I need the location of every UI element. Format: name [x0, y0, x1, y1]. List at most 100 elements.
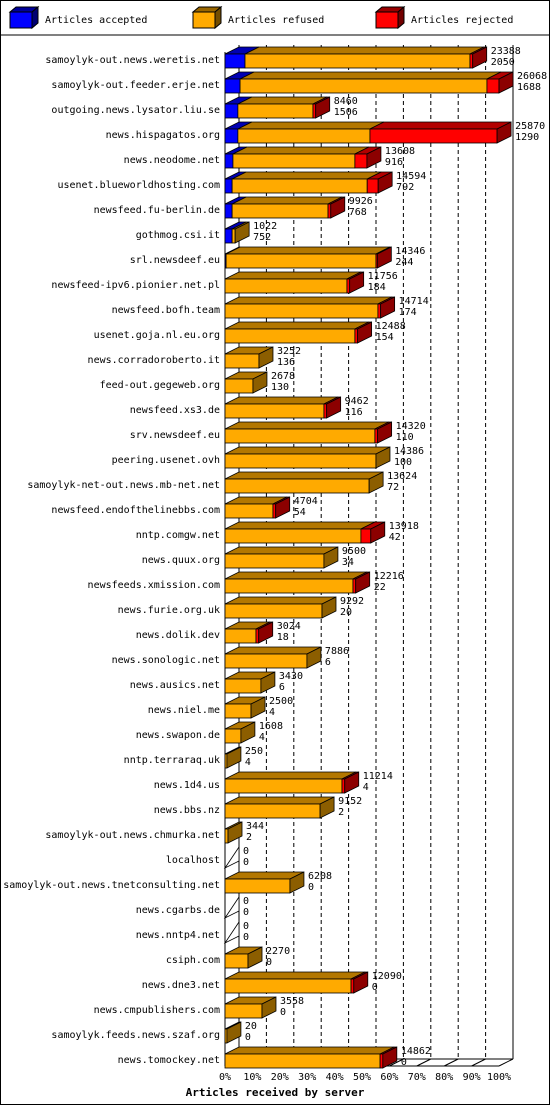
legend-swatch	[9, 11, 33, 29]
value-label: 4	[363, 782, 369, 793]
bar	[323, 403, 328, 419]
value-label: 100	[394, 457, 412, 468]
category-label: news.furie.org.uk	[118, 605, 220, 616]
bar-side	[472, 46, 488, 69]
tick-mark	[498, 1058, 514, 1067]
category-label: usenet.blueworldhosting.com	[57, 180, 220, 191]
value-label: 9926	[349, 196, 373, 207]
category-label: news.cmpublishers.com	[94, 1005, 220, 1016]
category-label: news.swapon.de	[136, 730, 220, 741]
bar	[224, 553, 325, 569]
bar-side	[366, 146, 382, 169]
bar-side	[355, 571, 371, 594]
bar-top	[244, 46, 485, 55]
value-label: 14714	[399, 296, 429, 307]
bar	[350, 978, 355, 994]
value-label: 12090	[372, 971, 402, 982]
category-label: news.hispagatos.org	[106, 130, 220, 141]
bar-side	[258, 346, 274, 369]
bar	[224, 678, 262, 694]
bar-top	[224, 396, 339, 405]
bar-side	[227, 821, 243, 844]
value-label: 752	[253, 232, 271, 243]
value-label: 2050	[491, 57, 515, 68]
category-label: feed-out.gegeweb.org	[100, 380, 220, 391]
category-label: newsfeed.fu-berlin.de	[94, 205, 220, 216]
x-tick-label: 100%	[487, 1072, 511, 1083]
bar	[255, 628, 260, 644]
value-label: 1022	[253, 221, 277, 232]
bar	[360, 528, 372, 544]
bar-top	[224, 521, 376, 530]
category-label: news.cgarbs.de	[136, 905, 220, 916]
value-label: 14346	[395, 246, 425, 257]
bar-top	[224, 546, 339, 555]
bar-side	[349, 271, 365, 294]
bar	[224, 228, 233, 244]
bar-side	[376, 246, 392, 269]
bar	[224, 578, 354, 594]
category-label: newsfeed.endofthelinebbs.com	[51, 505, 220, 516]
bar-side	[370, 521, 386, 544]
bar	[224, 103, 239, 119]
value-label: 42	[389, 532, 401, 543]
category-label: csiph.com	[166, 955, 220, 966]
category-label: newsfeed.bofh.team	[112, 305, 220, 316]
category-label: news.sonologic.net	[112, 655, 220, 666]
bar-side	[326, 396, 342, 419]
bar-side	[250, 696, 266, 719]
value-label: 9462	[345, 396, 369, 407]
bar	[224, 653, 308, 669]
value-label: 0	[372, 982, 378, 993]
bar	[224, 728, 242, 744]
bar	[224, 378, 254, 394]
value-label: 0	[243, 846, 249, 857]
bar	[224, 628, 257, 644]
value-label: 9292	[340, 596, 364, 607]
bar-side	[380, 296, 396, 319]
value-label: 22	[374, 582, 386, 593]
x-axis-title: Articles received by server	[186, 1086, 365, 1099]
bar-side	[315, 96, 331, 119]
value-label: 6	[279, 682, 285, 693]
value-label: 26068	[517, 71, 547, 82]
category-label: news.niel.me	[148, 705, 220, 716]
category-label: news.1d4.us	[154, 780, 220, 791]
bar-side	[344, 771, 360, 794]
bar	[237, 128, 371, 144]
value-label: 14320	[396, 421, 426, 432]
bar	[224, 828, 229, 844]
value-label: 14386	[394, 446, 424, 457]
bar	[224, 278, 348, 294]
value-label: 2	[246, 832, 252, 843]
value-label: 3024	[277, 621, 301, 632]
category-label: localhost	[166, 855, 220, 866]
bar-side	[247, 946, 263, 969]
bar	[374, 428, 379, 444]
value-label: 3558	[280, 996, 304, 1007]
value-label: 1608	[259, 721, 283, 732]
bar-side	[377, 171, 393, 194]
value-label: 2	[338, 807, 344, 818]
category-label: news.neodome.net	[124, 155, 220, 166]
bar	[469, 53, 474, 69]
category-label: news.quux.org	[142, 555, 220, 566]
bar	[486, 78, 500, 94]
value-label: 0	[243, 932, 249, 943]
bar	[224, 78, 241, 94]
bar	[377, 303, 382, 319]
value-label: 250	[245, 746, 263, 757]
value-label: 174	[399, 307, 417, 318]
x-tick-label: 10%	[243, 1072, 261, 1083]
value-label: 11214	[363, 771, 393, 782]
bar	[225, 253, 377, 269]
bar-top	[224, 321, 370, 330]
bar-side	[275, 496, 291, 519]
value-label: 0	[243, 857, 249, 868]
category-label: nntp.comgw.net	[136, 530, 220, 541]
value-label: 0	[308, 882, 314, 893]
empty-bar	[223, 920, 240, 945]
bar	[224, 978, 352, 994]
bar	[224, 328, 356, 344]
category-label: gothmog.csi.it	[136, 230, 220, 241]
